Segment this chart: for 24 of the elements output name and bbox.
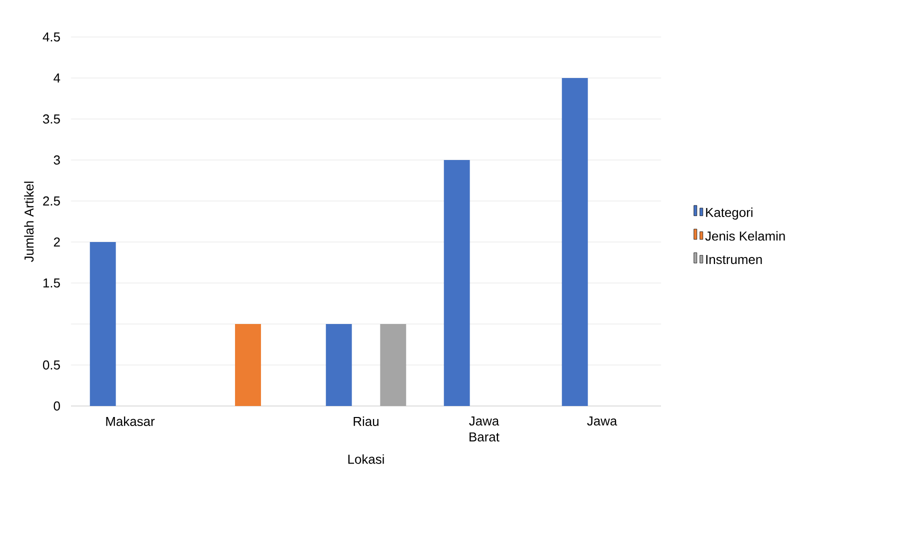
legend-label: Kategori [706, 208, 752, 220]
y-tick-label: 4.5 [42, 32, 60, 42]
y-tick-label: 2 [54, 237, 60, 247]
x-tick-label: Riau [354, 416, 378, 426]
x-tick-label: Jawa Barat [469, 416, 500, 442]
y-axis-title: Jumlah Artikel [24, 182, 34, 262]
x-tick-label: Makasar [106, 416, 155, 426]
y-tick-label: 0 [54, 401, 60, 411]
bar [326, 324, 352, 406]
y-tick-label: 2.5 [43, 196, 60, 206]
bar [235, 324, 261, 406]
y-tick-label: 4 [54, 74, 60, 82]
bar [380, 324, 406, 406]
bar [562, 78, 588, 406]
x-axis-title: Lokasi [348, 454, 384, 464]
x-tick-label: Jawa [587, 416, 618, 426]
legend-label: Instrumen [706, 255, 762, 264]
y-tick-label: 3.5 [42, 114, 60, 124]
y-tick-label: 1.5 [43, 278, 60, 288]
legend-label: Jenis Kelamin [705, 231, 785, 241]
y-tick-label: 0.5 [42, 360, 60, 370]
bar [444, 160, 470, 406]
bar [90, 242, 116, 406]
y-tick-label: 3 [54, 155, 60, 165]
